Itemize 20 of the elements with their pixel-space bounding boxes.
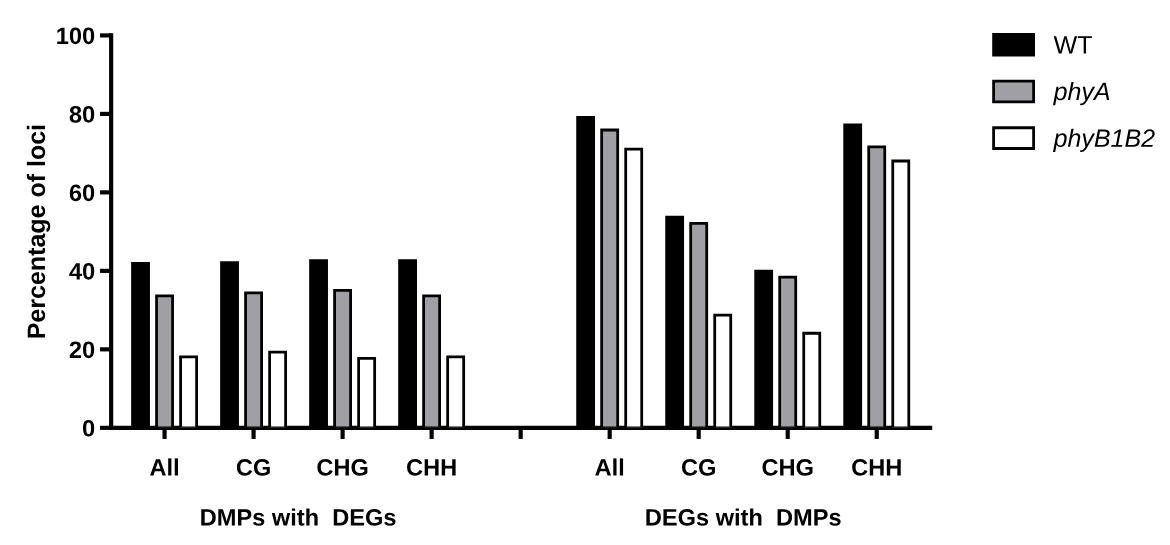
x-tick-label: CG	[681, 459, 715, 476]
y-tick-label: 100	[57, 27, 95, 45]
y-tick-label: 80	[69, 105, 95, 123]
y-tick-label: 60	[69, 184, 95, 202]
legend-label: phyB1B2	[1052, 128, 1155, 152]
legend-label: phyA	[1052, 81, 1110, 106]
text: DEGs with DMPs	[646, 508, 841, 526]
x-tick-label: CHG	[762, 459, 813, 476]
legend-label: WT	[1053, 36, 1092, 54]
y-tick-label: 40	[69, 262, 95, 280]
x-tick-label: CHH	[407, 459, 456, 476]
x-tick-label: CG	[236, 459, 270, 476]
x-tick-label: All	[150, 458, 178, 476]
x-tick-label: CHG	[317, 459, 368, 476]
y-tick-label: 20	[69, 341, 95, 359]
text: DMPs with DEGs	[201, 508, 396, 526]
x-tick-label: CHH	[852, 459, 901, 476]
y-axis-title: Percentage of loci	[26, 125, 51, 338]
x-tick-label: All	[595, 458, 624, 476]
y-tick-label: 0	[82, 419, 95, 437]
